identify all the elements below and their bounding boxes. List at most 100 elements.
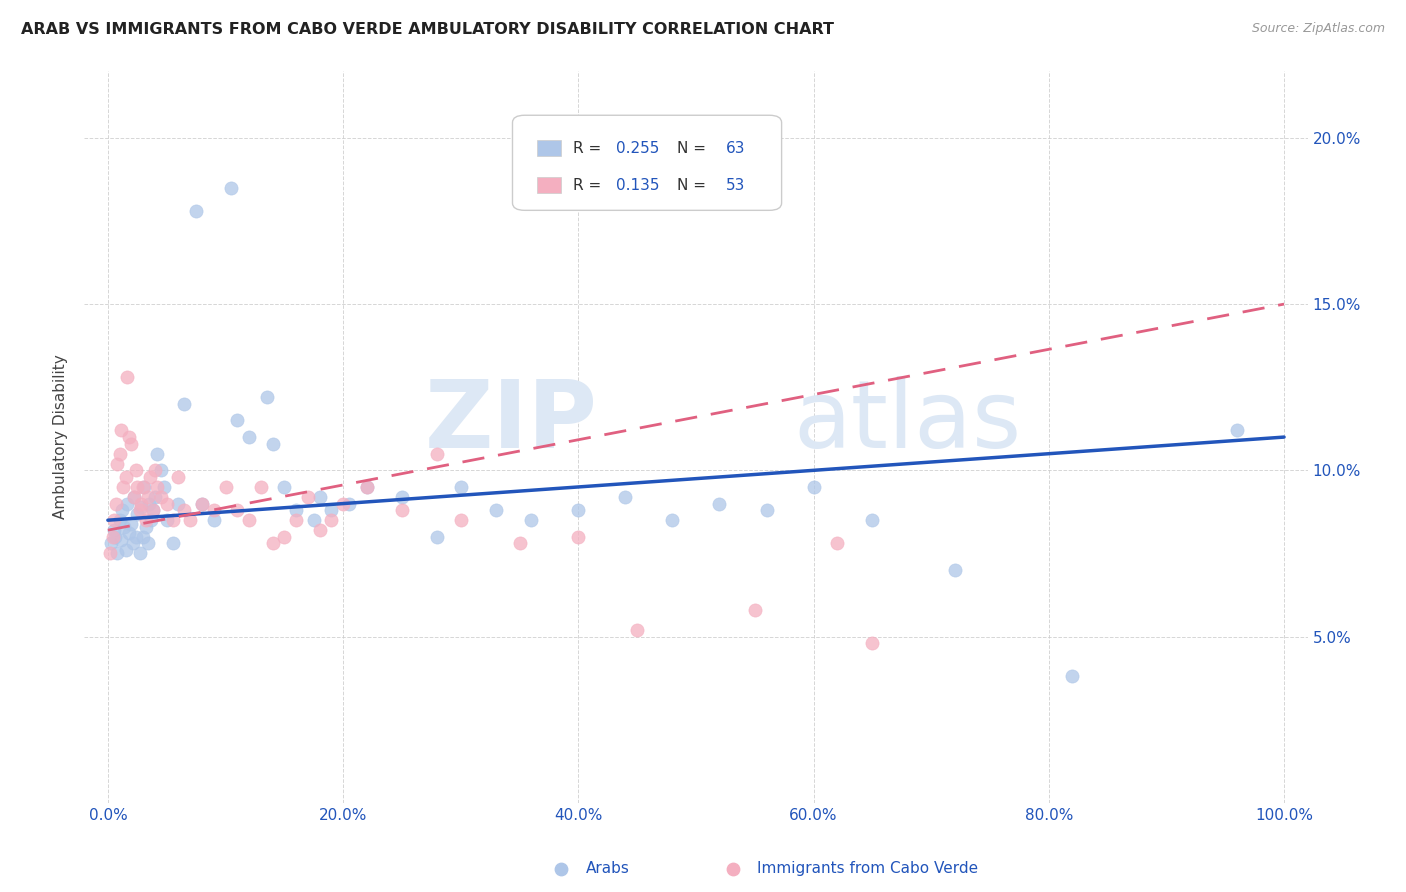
Point — [125, 530, 148, 544]
Point — [273, 530, 295, 544]
Text: ARAB VS IMMIGRANTS FROM CABO VERDE AMBULATORY DISABILITY CORRELATION CHART: ARAB VS IMMIGRANTS FROM CABO VERDE AMBUL… — [21, 22, 834, 37]
Point — [356, 480, 378, 494]
Point — [391, 503, 413, 517]
Point — [943, 563, 966, 577]
Point — [146, 447, 169, 461]
Point — [661, 513, 683, 527]
Point — [191, 497, 214, 511]
Point — [321, 513, 343, 527]
Point — [191, 497, 214, 511]
Point — [860, 636, 883, 650]
Point — [273, 480, 295, 494]
Point — [426, 530, 449, 544]
Point — [142, 503, 165, 517]
Point — [120, 516, 142, 531]
Point — [112, 520, 135, 534]
Point — [108, 447, 131, 461]
Point — [129, 500, 152, 514]
Point — [115, 497, 138, 511]
Point — [321, 503, 343, 517]
Point — [122, 490, 145, 504]
Point — [450, 480, 472, 494]
Point — [132, 530, 155, 544]
Point — [118, 430, 141, 444]
Point — [249, 480, 271, 494]
Point — [709, 497, 731, 511]
Point — [162, 536, 184, 550]
Point — [108, 513, 131, 527]
Point — [105, 497, 128, 511]
Point — [132, 480, 155, 494]
Text: R =: R = — [574, 178, 606, 193]
Text: R =: R = — [574, 141, 606, 156]
Point — [426, 447, 449, 461]
Point — [153, 480, 176, 494]
Point — [825, 536, 848, 550]
Point — [110, 533, 132, 548]
Text: Arabs: Arabs — [586, 861, 630, 876]
Point — [156, 513, 179, 527]
Point — [143, 463, 166, 477]
Point — [149, 463, 172, 477]
Point — [179, 513, 201, 527]
Point — [262, 536, 284, 550]
Point — [103, 523, 125, 537]
Point — [101, 798, 124, 813]
Point — [567, 503, 589, 517]
Point — [173, 503, 195, 517]
Point — [567, 530, 589, 544]
Point — [614, 490, 637, 504]
Point — [135, 520, 157, 534]
FancyBboxPatch shape — [537, 178, 561, 194]
Point — [128, 503, 150, 517]
Point — [520, 513, 543, 527]
Point — [167, 497, 190, 511]
Point — [302, 513, 325, 527]
Text: Immigrants from Cabo Verde: Immigrants from Cabo Verde — [758, 861, 979, 876]
Text: Source: ZipAtlas.com: Source: ZipAtlas.com — [1251, 22, 1385, 36]
Point — [98, 546, 121, 560]
Point — [115, 370, 138, 384]
Point — [156, 497, 179, 511]
Text: N =: N = — [678, 178, 711, 193]
Point — [803, 480, 825, 494]
Point — [391, 490, 413, 504]
Point — [146, 480, 169, 494]
Point — [308, 490, 330, 504]
Point — [256, 390, 278, 404]
Y-axis label: Ambulatory Disability: Ambulatory Disability — [53, 355, 69, 519]
Point — [138, 497, 160, 511]
Point — [285, 503, 308, 517]
Point — [1062, 669, 1084, 683]
Text: 0.135: 0.135 — [616, 178, 659, 193]
Point — [114, 543, 136, 558]
Point — [221, 180, 243, 194]
Point — [450, 513, 472, 527]
Point — [238, 430, 260, 444]
Point — [142, 503, 165, 517]
Point — [184, 204, 207, 219]
Point — [141, 513, 163, 527]
Text: ZIP: ZIP — [425, 376, 598, 468]
Point — [202, 513, 225, 527]
Point — [100, 536, 122, 550]
Text: atlas: atlas — [794, 376, 1022, 468]
FancyBboxPatch shape — [513, 115, 782, 211]
Point — [136, 536, 159, 550]
Point — [128, 546, 150, 560]
Point — [135, 513, 157, 527]
Point — [120, 436, 142, 450]
Point — [509, 536, 531, 550]
Point — [129, 497, 152, 511]
Point — [297, 490, 319, 504]
Point — [139, 470, 162, 484]
Point — [744, 603, 766, 617]
Point — [118, 526, 141, 541]
Point — [167, 470, 190, 484]
Point — [112, 480, 135, 494]
Point — [226, 503, 249, 517]
Point — [136, 490, 159, 504]
Point — [103, 513, 125, 527]
Point — [262, 436, 284, 450]
Point — [111, 503, 134, 517]
